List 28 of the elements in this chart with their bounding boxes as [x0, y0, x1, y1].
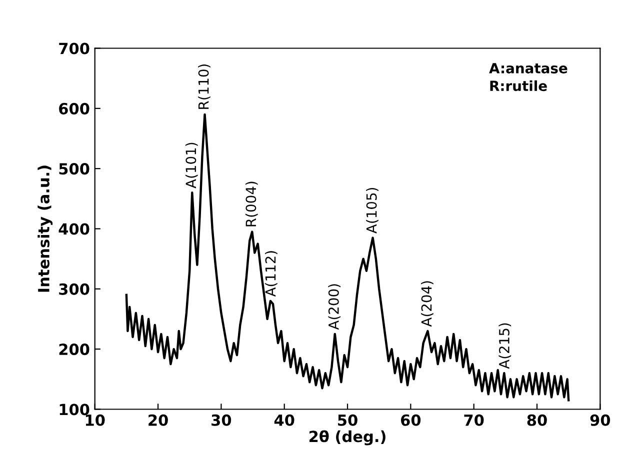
line-series — [125, 113, 570, 402]
x-tick-label: 60 — [400, 414, 421, 426]
annotation: A(200) — [328, 284, 341, 330]
y-tick-label: 100 — [60, 404, 90, 416]
x-tick-label: 50 — [338, 414, 358, 426]
x-tick-label: 80 — [527, 414, 547, 426]
y-tick-label: 500 — [59, 163, 90, 175]
y-tick-label: 700 — [59, 42, 90, 54]
annotation: A(215) — [498, 323, 512, 369]
y-tick-label: 600 — [59, 102, 90, 114]
annotation: A(112) — [265, 251, 278, 297]
x-axis-title: 2θ (deg.) — [309, 430, 386, 446]
y-axis-title: Intensity (a.u.) — [38, 166, 53, 292]
annotation: A(105) — [366, 188, 378, 234]
x-tick-label: 70 — [464, 414, 484, 426]
x-tick-label: 90 — [590, 414, 610, 426]
x-tick-label: 40 — [274, 414, 294, 426]
x-tick-label: 20 — [148, 414, 168, 426]
y-tick-label: 400 — [58, 223, 90, 235]
y-tick-label: 300 — [59, 283, 90, 295]
annotation: A(204) — [421, 281, 434, 327]
y-tick-label: 200 — [59, 344, 90, 356]
annotation: A(101) — [185, 142, 198, 188]
x-tick-label: 10 — [86, 414, 105, 426]
annotation: R(004) — [245, 182, 258, 226]
annotation: A:anatase R:rutile — [489, 63, 568, 92]
x-tick-label: 30 — [212, 414, 232, 426]
annotation: R(110) — [198, 64, 210, 109]
